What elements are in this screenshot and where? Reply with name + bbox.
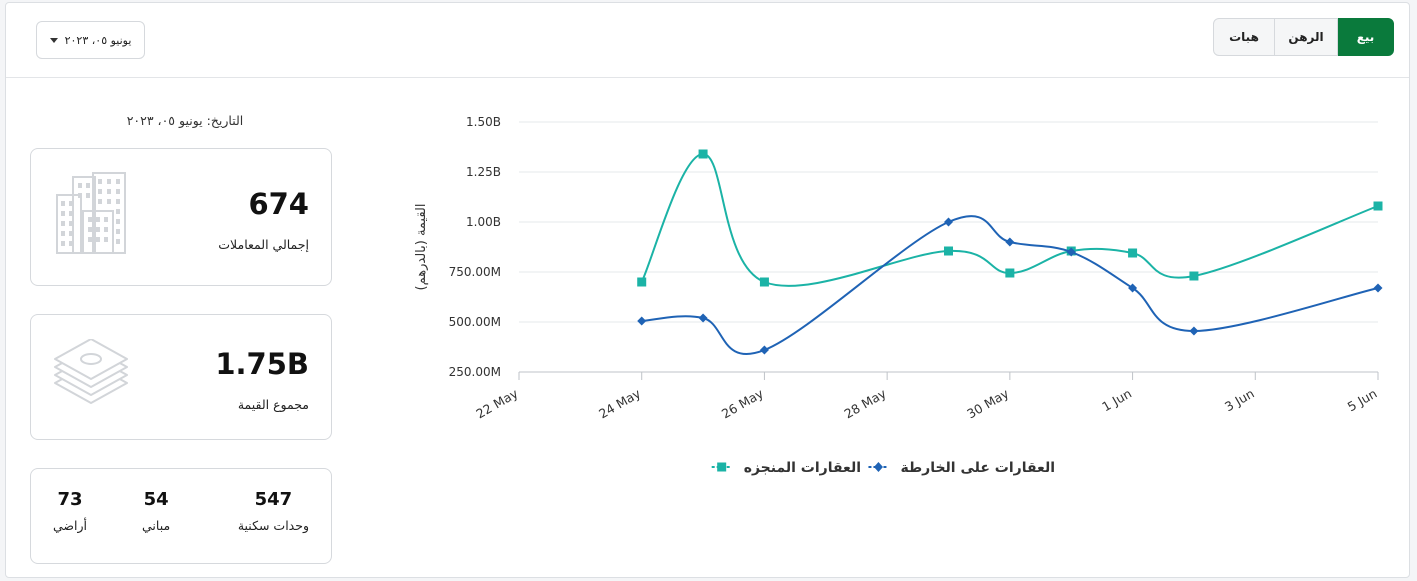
total-value-amount: 1.75B — [215, 347, 309, 381]
value-line-chart: 250.00M 500.00M 750.00M 1.00B 1.25B 1.50B 22 … — [414, 115, 1383, 476]
y-tick-label: 500.00M — [449, 315, 501, 329]
chart-legend: العقارات على الخارطة العقارات المنجزه — [711, 460, 1055, 476]
y-tick-label: 1.25B — [466, 165, 501, 179]
y-tick-label: 250.00M — [449, 365, 501, 379]
x-tick-label: 28 May — [842, 385, 890, 421]
dashboard-panel: بيع الرهن هبات يونيو ٠٥، ٢٠٢٣ التاريخ: ي… — [5, 2, 1410, 578]
data-point-diamond[interactable] — [1373, 283, 1383, 293]
header-divider — [6, 77, 1409, 78]
legend-marker-square — [717, 462, 727, 472]
x-tick-label: 1 Jun — [1099, 386, 1134, 415]
data-point-square[interactable] — [944, 246, 953, 256]
money-stack-icon — [54, 339, 128, 404]
series-line — [641, 215, 1379, 355]
y-axis-ticks: 250.00M 500.00M 750.00M 1.00B 1.25B 1.50B — [449, 115, 501, 379]
data-point-square[interactable] — [1128, 248, 1138, 258]
x-tick-label: 5 Jun — [1345, 386, 1380, 415]
data-point-square[interactable] — [1373, 201, 1383, 211]
total-transactions-label: إجمالي المعاملات — [218, 237, 309, 252]
chevron-down-icon — [49, 37, 58, 43]
data-point-diamond[interactable] — [698, 313, 708, 323]
breakdown-lands: 73 أراضي — [53, 489, 87, 533]
breakdown-card: 547 وحدات سكنية 54 مباني 73 أراضي — [30, 468, 332, 564]
breakdown-buildings: 54 مباني — [142, 489, 170, 533]
data-point-diamond[interactable] — [1189, 326, 1199, 336]
total-value-card: 1.75B مجموع القيمة — [30, 314, 332, 440]
y-tick-label: 1.00B — [466, 215, 501, 229]
legend-label[interactable]: العقارات على الخارطة — [900, 460, 1055, 476]
tab-mortgage[interactable]: الرهن — [1274, 18, 1338, 56]
data-point-diamond[interactable] — [1005, 237, 1015, 247]
x-axis-ticks: 22 May 24 May 26 May 28 May 30 May 1 Jun 3 Jun… — [473, 372, 1380, 421]
residential-label: وحدات سكنية — [237, 518, 309, 533]
total-value-label: مجموع القيمة — [237, 397, 309, 412]
x-tick-label: 30 May — [964, 385, 1012, 421]
date-select-value: يونيو ٠٥، ٢٠٢٣ — [64, 33, 132, 47]
data-point-diamond[interactable] — [1128, 283, 1138, 293]
residential-count: 547 — [254, 489, 293, 510]
date-select[interactable]: يونيو ٠٥، ٢٠٢٣ — [36, 21, 145, 59]
data-point-square[interactable] — [1005, 268, 1015, 278]
data-point-square[interactable] — [759, 277, 769, 287]
stats-date-label: التاريخ: يونيو ٠٥، ٢٠٢٣ — [126, 113, 244, 128]
tab-sale[interactable]: بيع — [1337, 18, 1394, 56]
y-tick-label: 750.00M — [449, 265, 501, 279]
series-line — [640, 152, 1379, 287]
total-transactions-card: 674 إجمالي المعاملات — [30, 148, 332, 286]
x-tick-label: 22 May — [473, 385, 521, 421]
data-point-diamond[interactable] — [944, 217, 953, 227]
breakdown-residential: 547 وحدات سكنية — [238, 489, 309, 533]
y-axis-label: القيمة (بالدرهم) — [414, 204, 429, 291]
data-point-square[interactable] — [1189, 271, 1199, 281]
lands-count: 73 — [57, 489, 83, 510]
legend-marker-diamond — [873, 462, 883, 472]
transaction-type-tabs: بيع الرهن هبات — [1213, 18, 1394, 56]
chart-series — [637, 149, 1383, 355]
buildings-icon — [56, 172, 126, 254]
x-tick-label: 24 May — [596, 385, 644, 421]
total-transactions-value: 674 — [248, 187, 309, 221]
data-point-square[interactable] — [698, 149, 708, 159]
x-tick-label: 3 Jun — [1222, 386, 1257, 415]
tab-gifts[interactable]: هبات — [1213, 18, 1275, 56]
data-point-diamond[interactable] — [759, 345, 769, 355]
data-point-diamond[interactable] — [1066, 247, 1076, 257]
lands-label: أراضي — [53, 518, 88, 533]
x-tick-label: 26 May — [719, 385, 767, 421]
buildings-label: مباني — [142, 518, 171, 533]
legend-label[interactable]: العقارات المنجزه — [744, 460, 861, 476]
data-point-diamond[interactable] — [637, 316, 647, 326]
data-point-square[interactable] — [637, 277, 647, 287]
buildings-count: 54 — [143, 489, 169, 510]
y-tick-label: 1.50B — [466, 115, 501, 129]
